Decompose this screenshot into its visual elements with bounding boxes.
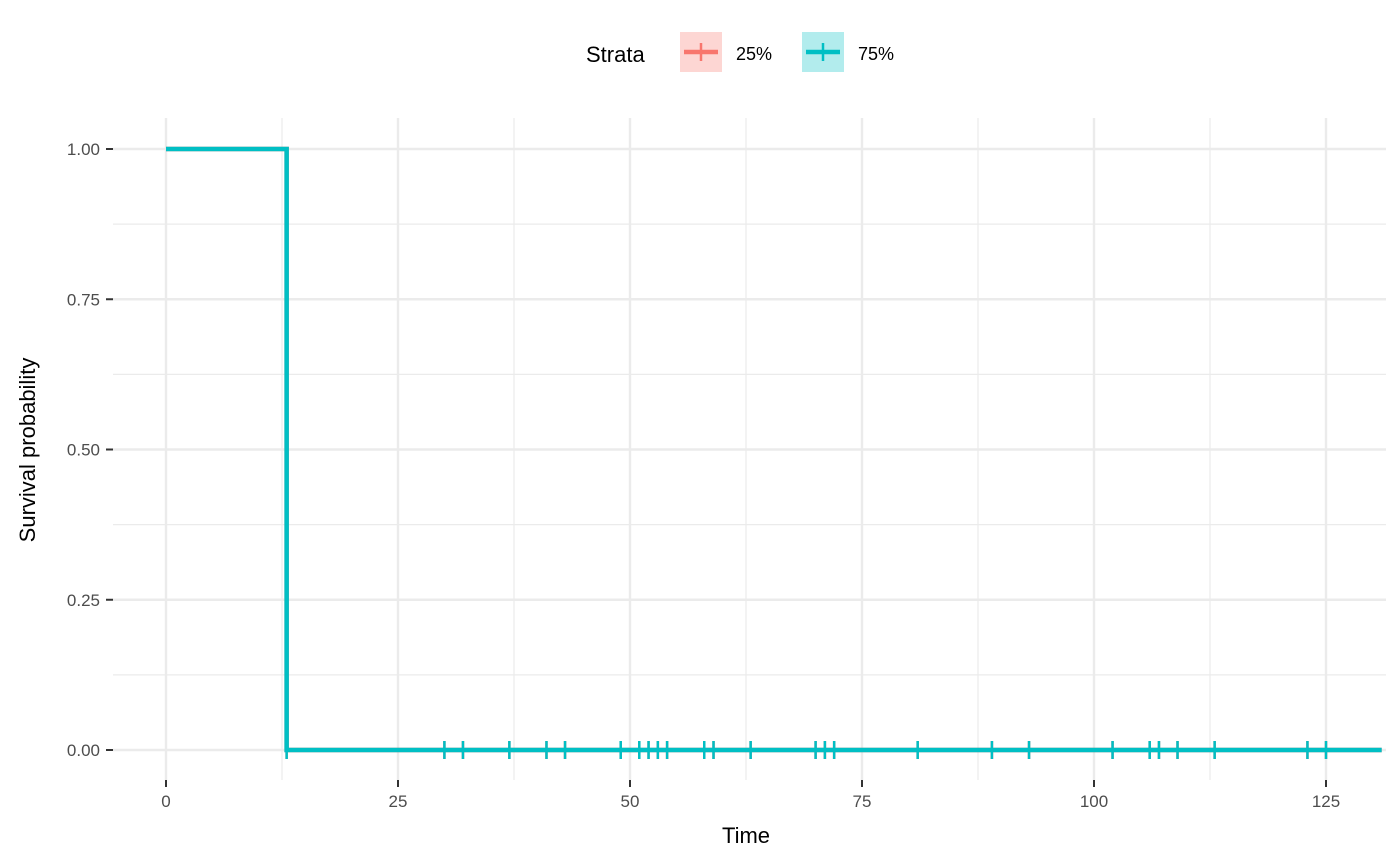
x-tick-label: 125 [1312,792,1340,811]
x-tick-label: 50 [621,792,640,811]
series-2 [166,146,1382,759]
x-axis-title: Time [722,823,770,848]
x-tick-label: 75 [853,792,872,811]
y-tick-label: 1.00 [67,140,100,159]
legend-label: 75% [858,44,894,64]
x-tick-label: 100 [1080,792,1108,811]
legend: Strata 25% 75% [586,32,894,72]
legend-item: 75% [802,32,894,72]
axis-ticks [106,148,1327,787]
tick-labels: 0 25 50 75 100 125 0.00 0.25 0.50 0.75 1.00 [67,140,1340,811]
legend-item: 25% [680,32,772,72]
series-1 [166,146,1382,759]
y-tick-label: 0.75 [67,290,100,309]
legend-label: 25% [736,44,772,64]
series-layer [166,146,1382,759]
legend-title: Strata [586,42,645,67]
x-tick-label: 25 [389,792,408,811]
y-tick-label: 0.25 [67,591,100,610]
y-tick-label: 0.00 [67,741,100,760]
x-tick-label: 0 [161,792,170,811]
grid-layer [113,118,1386,780]
legend-items: 25% 75% [680,32,894,72]
y-tick-label: 0.50 [67,441,100,460]
y-axis-title: Survival probability [15,358,40,543]
